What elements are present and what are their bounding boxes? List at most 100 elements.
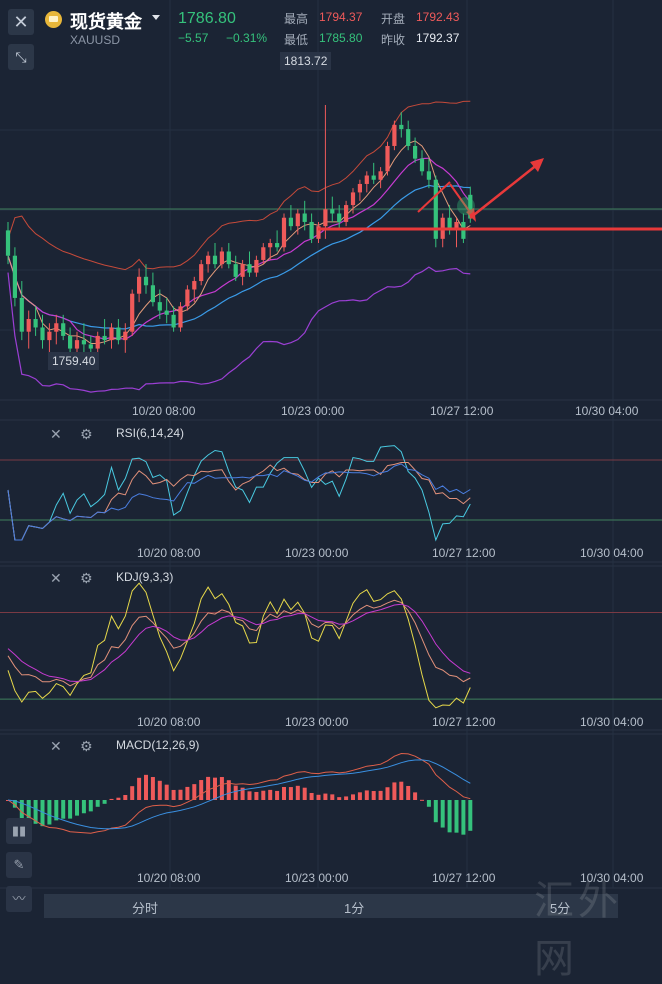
macd-bar (95, 800, 100, 807)
instrument-code: XAUUSD (70, 33, 121, 47)
last-price-glow (457, 197, 475, 215)
indicator-bars-icon[interactable]: ▮▮ (6, 818, 32, 844)
candle-body (157, 302, 162, 311)
rsi6-line (7, 445, 471, 542)
instrument-name[interactable]: 现货黄金 (70, 12, 142, 32)
xtick-macd-1: 10/20 08:00 (137, 871, 201, 885)
macd-bar (206, 776, 211, 800)
macd-bar (447, 800, 452, 833)
macd-bar (240, 787, 245, 800)
prev-close-label: 昨收 (381, 33, 406, 47)
candle-body (226, 251, 231, 265)
candle-body (150, 285, 155, 303)
candle-body (143, 276, 149, 286)
candle-body (164, 310, 169, 315)
macd-bar (371, 791, 376, 800)
macd-bar (185, 786, 190, 800)
shrink-icon[interactable]: ⤡ (8, 44, 34, 70)
macd-bar (12, 800, 17, 808)
xtick-rsi-4: 10/30 04:00 (580, 546, 644, 560)
candle-body (40, 327, 45, 341)
low-label: 最低 (284, 33, 309, 47)
candle-body (344, 205, 349, 222)
macd-bar (399, 781, 404, 800)
macd-bar (171, 789, 176, 800)
candle-body (330, 209, 335, 214)
candle-body (88, 344, 93, 349)
tab-5min[interactable]: 5分 (550, 901, 571, 916)
candle-body (137, 276, 142, 294)
candle-body (19, 297, 24, 332)
candle-body (130, 293, 135, 332)
pen-draw-icon[interactable]: ✎ (6, 852, 32, 878)
candle-body (406, 129, 411, 146)
macd-bar (295, 785, 300, 800)
macd-bar (454, 800, 459, 833)
candle-body (454, 221, 459, 231)
kdj-k-line (7, 599, 471, 687)
macd-bar (275, 790, 280, 800)
macd-bar (440, 800, 445, 828)
macd-bar (75, 800, 79, 816)
macd-bar (378, 790, 383, 800)
xtick-main-3: 10/27 12:00 (430, 404, 494, 418)
kdj-settings-icon[interactable]: ⚙ (80, 570, 93, 586)
arrow-up-large (469, 163, 539, 219)
ma5-line (7, 140, 471, 344)
macd-bar (219, 777, 224, 800)
macd-bar (144, 774, 148, 800)
candle-body (33, 319, 38, 328)
rsi-settings-icon[interactable]: ⚙ (80, 426, 93, 442)
candle-body (357, 183, 362, 193)
kdj-close-icon[interactable]: ✕ (50, 570, 62, 586)
chart-svg[interactable] (0, 0, 662, 926)
kdj-title: KDJ(9,3,3) (116, 570, 174, 584)
candle-body (275, 243, 280, 248)
rsi24-line (7, 463, 471, 541)
macd-bar (392, 782, 397, 800)
macd-bar (226, 780, 231, 800)
rsi-close-icon[interactable]: ✕ (50, 426, 62, 442)
tab-timeshare[interactable]: 分时 (132, 901, 159, 916)
line-chart-icon[interactable]: 〰 (6, 886, 32, 912)
xtick-macd-3: 10/27 12:00 (432, 871, 496, 885)
arrow-up-head (530, 158, 544, 172)
candle-body (281, 217, 287, 248)
macd-bar (364, 790, 369, 800)
candle-body (171, 314, 176, 328)
macd-bar (385, 787, 390, 800)
macd-bar (164, 784, 169, 800)
macd-bar (61, 800, 66, 819)
macd-bar (309, 792, 314, 800)
low-value: 1785.80 (319, 31, 363, 45)
macd-bar (150, 777, 155, 800)
macd-bar (123, 794, 128, 800)
candle-body (61, 323, 66, 336)
candle-body (426, 171, 431, 180)
macd-settings-icon[interactable]: ⚙ (80, 738, 93, 754)
candle-body (261, 247, 266, 260)
close-button[interactable]: ✕ (8, 9, 34, 35)
candle-body (212, 255, 218, 265)
chevron-down-icon[interactable] (152, 15, 160, 20)
candle-body (433, 179, 438, 239)
candle-body (240, 264, 245, 277)
macd-dea-line (7, 759, 471, 830)
candle-body (95, 335, 100, 349)
macd-bar (468, 800, 473, 831)
macd-close-icon[interactable]: ✕ (50, 738, 62, 754)
macd-bar (288, 787, 293, 800)
macd-bar (344, 796, 349, 800)
macd-bar (192, 784, 197, 800)
high-label: 最高 (284, 12, 309, 26)
candle-body (419, 158, 425, 172)
macd-bar (157, 780, 162, 800)
macd-bar (413, 792, 418, 800)
candle-body (399, 124, 404, 130)
xtick-macd-4: 10/30 04:00 (580, 871, 644, 885)
tab-1min[interactable]: 1分 (344, 901, 365, 916)
candle-body (385, 145, 390, 172)
candle-body (12, 255, 17, 298)
candle-body (219, 251, 224, 265)
xtick-kdj-3: 10/27 12:00 (432, 715, 496, 729)
